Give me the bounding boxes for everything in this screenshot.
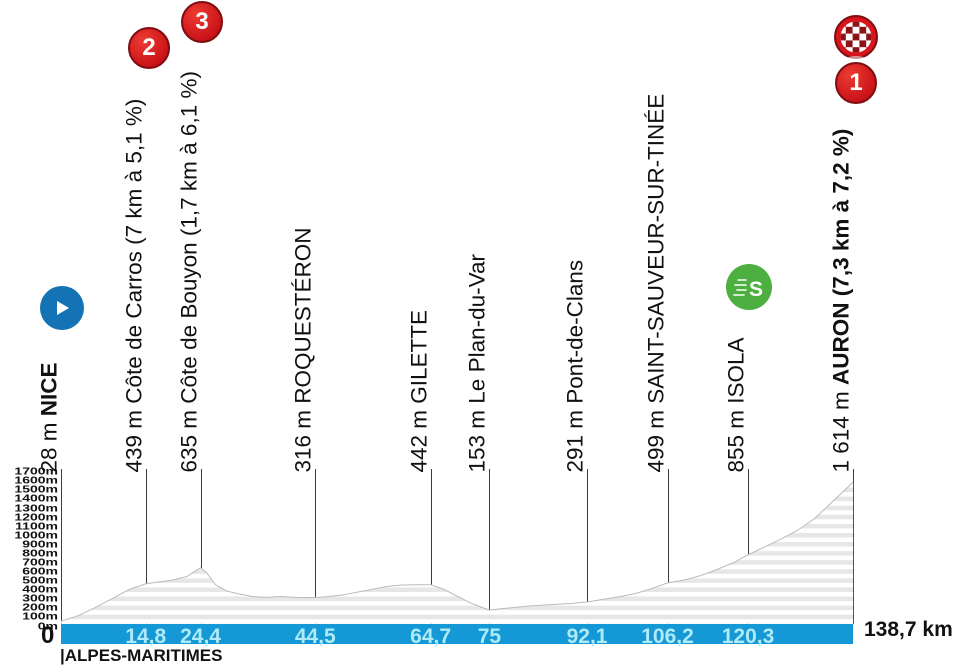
svg-text:S: S <box>749 278 763 301</box>
